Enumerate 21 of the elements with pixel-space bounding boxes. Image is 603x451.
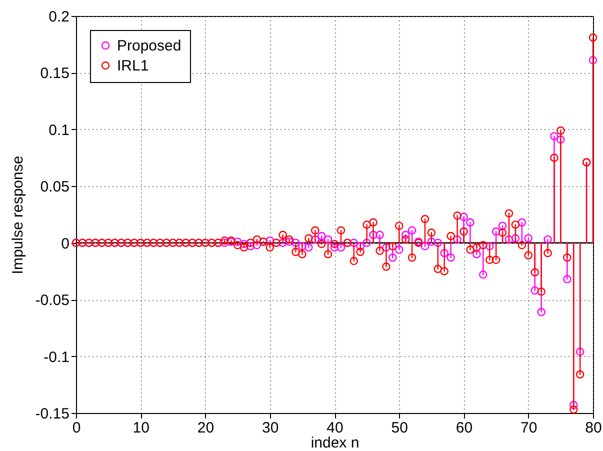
x-tick-label: 70 [520,420,538,436]
y-tick-label: 0.1 [48,122,70,139]
x-tick-label: 40 [326,420,344,436]
y-tick-label: 0 [61,235,70,252]
y-tick-label: -0.1 [44,348,70,366]
x-tick-label: 50 [391,420,408,436]
x-axis-title: index n [310,434,360,451]
y-tick-label: 0.2 [48,8,70,26]
y-tick-label: -0.05 [35,292,70,310]
y-tick-label: 0.05 [40,178,70,196]
legend-label: IRL1 [117,58,149,74]
y-tick-label: -0.15 [35,406,70,422]
x-tick-label: 0 [72,420,81,436]
x-tick-label: 80 [585,420,602,436]
legend-label: Proposed [117,38,182,54]
y-axis-title: Impulse response [9,156,26,274]
x-tick-label: 10 [132,420,150,436]
y-tick-label: 0.15 [40,65,70,82]
x-tick-label: 30 [262,420,279,436]
x-tick-label: 60 [456,420,473,436]
x-tick-label: 20 [197,420,214,436]
